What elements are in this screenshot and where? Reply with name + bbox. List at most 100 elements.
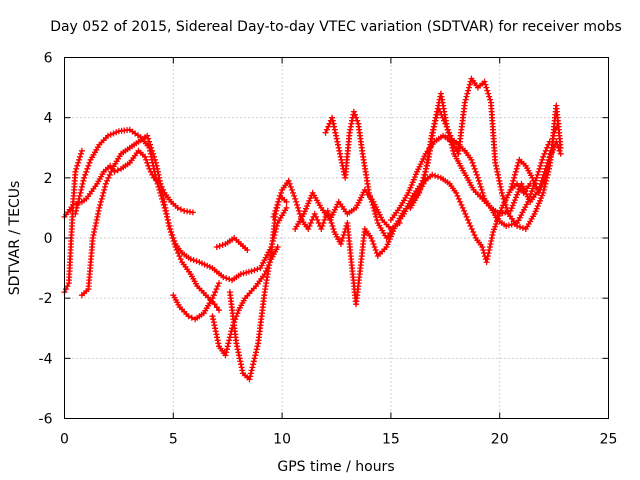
data-point <box>150 150 156 157</box>
data-point <box>444 126 451 133</box>
data-point <box>483 84 490 91</box>
data-point <box>507 207 514 214</box>
data-point <box>222 352 229 359</box>
series-arc-5 <box>170 280 222 323</box>
x-tick-label: 20 <box>491 432 509 448</box>
data-point <box>250 361 257 368</box>
data-point <box>216 307 222 314</box>
data-point <box>478 186 485 193</box>
data-point <box>102 180 109 187</box>
data-point <box>294 201 300 208</box>
data-point <box>226 337 233 344</box>
data-point <box>517 224 523 230</box>
data-point <box>322 129 329 136</box>
data-point <box>455 195 462 202</box>
x-axis-label: GPS time / hours <box>277 459 394 475</box>
data-point <box>557 150 564 157</box>
data-point <box>498 189 505 196</box>
data-point <box>503 204 510 211</box>
data-point <box>244 247 251 253</box>
data-point <box>283 204 290 211</box>
data-point <box>158 183 165 190</box>
data-point <box>464 217 471 223</box>
y-tick-label: 0 <box>44 231 53 247</box>
data-point <box>408 182 415 188</box>
data-point <box>373 250 380 256</box>
data-point <box>515 189 522 195</box>
data-point <box>465 87 472 94</box>
ticks <box>64 57 609 419</box>
data-point <box>102 183 108 190</box>
data-point <box>253 346 260 353</box>
data-point <box>467 223 474 229</box>
data-point <box>469 159 476 166</box>
data-point <box>494 168 501 175</box>
data-point <box>508 183 515 190</box>
data-point <box>247 370 254 377</box>
data-point <box>368 235 375 241</box>
chart-title: Day 052 of 2015, Sidereal Day-to-day VTE… <box>50 19 622 35</box>
data-point <box>283 198 290 205</box>
data-point <box>223 275 230 282</box>
data-point <box>306 223 313 229</box>
data-point <box>466 81 473 88</box>
data-point <box>305 226 312 232</box>
series-arc-14 <box>507 102 564 196</box>
y-tick-label: -6 <box>39 412 53 428</box>
data-point <box>237 271 244 278</box>
data-point <box>114 167 121 174</box>
data-point <box>499 210 506 217</box>
data-point <box>481 78 488 85</box>
data-point <box>482 81 489 88</box>
data-point <box>463 93 470 100</box>
data-point <box>339 235 346 241</box>
data-point <box>509 180 516 187</box>
y-tick-label: 6 <box>44 51 53 67</box>
data-point <box>79 180 86 187</box>
data-point <box>472 168 479 175</box>
data-point <box>270 213 277 220</box>
data-point <box>432 172 439 179</box>
data-point <box>295 204 301 211</box>
data-point <box>320 220 327 226</box>
data-point <box>274 244 281 250</box>
data-point <box>306 197 313 204</box>
data-point <box>185 313 192 320</box>
data-point <box>429 171 436 178</box>
data-point <box>99 192 106 199</box>
y-tick-label: -4 <box>39 351 53 367</box>
data-point <box>190 257 197 264</box>
data-point <box>212 289 219 296</box>
data-point <box>480 192 487 199</box>
data-point <box>329 223 336 229</box>
data-point <box>464 90 471 97</box>
data-point <box>90 232 97 238</box>
data-point <box>537 162 544 169</box>
data-point <box>253 349 259 356</box>
data-point <box>175 250 182 256</box>
data-point <box>106 171 113 178</box>
data-point <box>471 165 478 172</box>
data-point <box>546 156 553 163</box>
data-point <box>513 194 519 201</box>
data-point <box>142 153 148 160</box>
data-point <box>487 96 494 103</box>
data-point <box>226 334 233 341</box>
data-point <box>177 206 184 213</box>
data-point <box>213 244 220 250</box>
data-point <box>98 195 105 202</box>
data-point <box>107 131 114 138</box>
data-point <box>72 168 79 175</box>
data-point <box>385 238 392 245</box>
data-point <box>468 156 475 163</box>
data-point <box>166 226 173 232</box>
data-point <box>374 217 380 223</box>
data-point <box>188 314 195 321</box>
data-point <box>234 346 241 353</box>
data-point <box>505 222 512 229</box>
data-point <box>337 241 344 247</box>
data-point <box>466 220 473 226</box>
data-point <box>273 204 280 211</box>
data-point <box>483 259 490 266</box>
data-point <box>211 322 218 329</box>
